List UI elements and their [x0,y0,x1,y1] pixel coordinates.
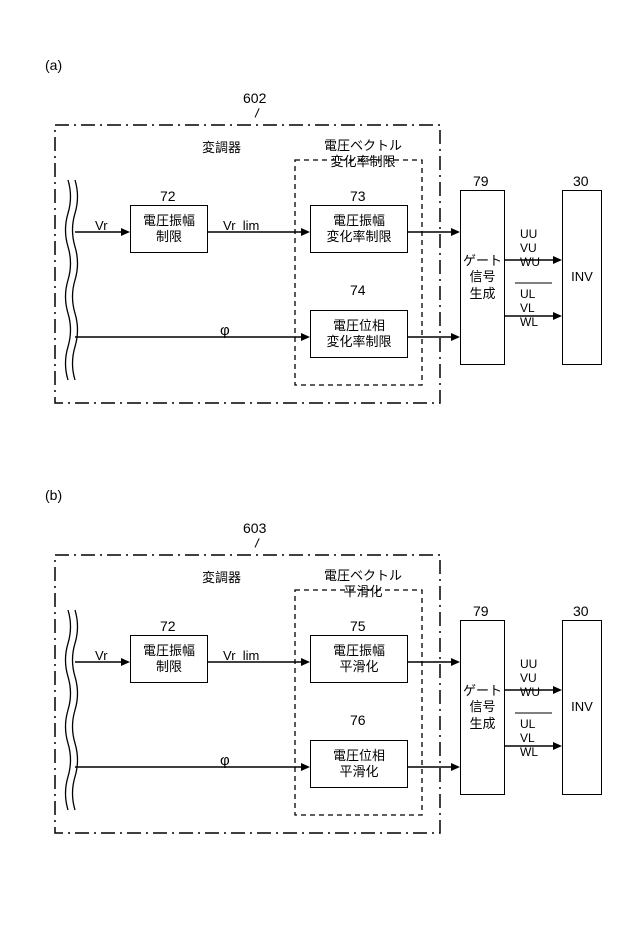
phase-rate-block: 電圧位相 変化率制限 [310,310,408,358]
sig-vrlim: Vr_lim [223,648,259,663]
gate-block: ゲート 信号 生成 [460,190,505,365]
leader-tick [246,534,259,547]
modulator-title: 変調器 [202,140,241,156]
amp-limit-block-ref: 72 [160,618,176,634]
phase-rate-block-ref: 76 [350,712,366,728]
main-ref: 602 [243,90,266,106]
subfig-label: (b) [45,487,62,503]
gate-block-ref: 79 [473,603,489,619]
amp-limit-block: 電圧振幅 制限 [130,635,208,683]
vector-box-title: 電圧ベクトル 平滑化 [318,568,408,601]
inv-block: INV [562,190,602,365]
phase-rate-block-ref: 74 [350,282,366,298]
leader-tick [246,104,259,117]
amp-rate-block: 電圧振幅 平滑化 [310,635,408,683]
inv-block: INV [562,620,602,795]
inv-block-ref: 30 [573,603,589,619]
sig-vr: Vr [95,648,108,663]
sig-outs-top: UU VU WU [520,658,540,699]
amp-rate-block-ref: 75 [350,618,366,634]
sig-vrlim: Vr_lim [223,218,259,233]
amp-limit-block-ref: 72 [160,188,176,204]
sig-vr: Vr [95,218,108,233]
amp-rate-block-ref: 73 [350,188,366,204]
vector-box-title: 電圧ベクトル 変化率制限 [318,138,408,171]
gate-block-ref: 79 [473,173,489,189]
subfig-label: (a) [45,57,62,73]
main-ref: 603 [243,520,266,536]
sig-phi: φ [220,752,230,769]
modulator-title: 変調器 [202,570,241,586]
sig-outs-top: UU VU WU [520,228,540,269]
inv-block-ref: 30 [573,173,589,189]
sig-phi: φ [220,322,230,339]
sig-outs-bot: UL VL WL [520,718,538,759]
amp-limit-block: 電圧振幅 制限 [130,205,208,253]
sig-outs-bot: UL VL WL [520,288,538,329]
amp-rate-block: 電圧振幅 変化率制限 [310,205,408,253]
phase-rate-block: 電圧位相 平滑化 [310,740,408,788]
gate-block: ゲート 信号 生成 [460,620,505,795]
